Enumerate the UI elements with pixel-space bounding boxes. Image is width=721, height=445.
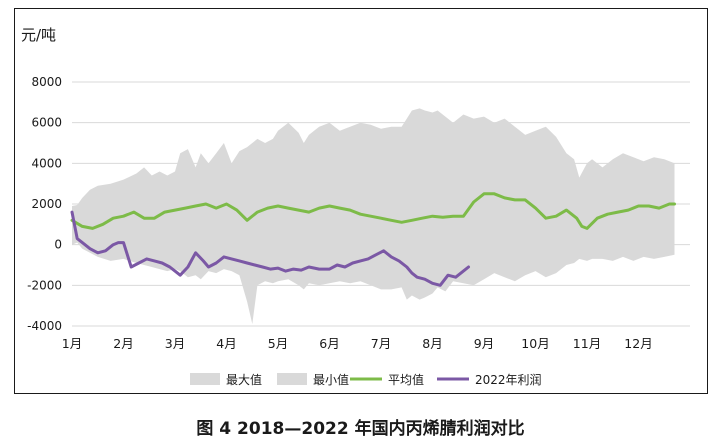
figure-caption: 图 4 2018—2022 年国内丙烯腈利润对比: [196, 419, 525, 439]
x-tick-labels: 1月 2月 3月 4月 5月 6月 7月 8月 9月 10月 11月 12月: [62, 336, 653, 351]
series-lines: [70, 192, 676, 287]
legend-max-label: 最大值: [226, 372, 262, 387]
x-tick-label: 7月: [371, 336, 391, 351]
x-tick-label: 12月: [624, 336, 652, 351]
y-tick-label: 4000: [31, 156, 62, 170]
x-tick-label: 6月: [319, 336, 339, 351]
y-tick-label: 2000: [31, 197, 62, 211]
y-tick-labels: 8000 6000 4000 2000 0 -2000 -4000: [27, 75, 62, 333]
y-tick-label: 8000: [31, 75, 62, 89]
legend-2022-label: 2022年利润: [475, 373, 542, 387]
x-tick-label: 5月: [268, 336, 288, 351]
y-tick-label: -2000: [27, 278, 62, 292]
profit-comparison-chart: 元/吨 8000 6000 4000 2000 0 -2000 -4000 1月 2月 3月 4月…: [21, 26, 690, 387]
x-tick-label: 10月: [521, 336, 549, 351]
legend-min-swatch: [277, 373, 307, 385]
average-line: [70, 192, 676, 230]
legend-avg-label: 平均值: [388, 372, 424, 387]
x-tick-label: 9月: [474, 336, 494, 351]
y-tick-label: 0: [54, 238, 62, 252]
legend: 最大值 最小值 平均值 2022年利润: [190, 372, 542, 387]
x-tick-label: 11月: [573, 336, 601, 351]
x-tick-label: 3月: [165, 336, 185, 351]
x-tick-label: 2月: [113, 336, 133, 351]
legend-min-label: 最小值: [313, 372, 349, 387]
x-tick-label: 8月: [422, 336, 442, 351]
y-axis-label: 元/吨: [21, 26, 56, 44]
profit-2022-line: [70, 210, 470, 287]
y-tick-label: 6000: [31, 116, 62, 130]
chart-frame: 元/吨 8000 6000 4000 2000 0 -2000 -4000 1月 2月 3月 4月…: [14, 8, 708, 394]
x-tick-label: 1月: [62, 336, 82, 351]
x-tick-label: 4月: [216, 336, 236, 351]
legend-max-swatch: [190, 373, 220, 385]
y-tick-label: -4000: [27, 319, 62, 333]
